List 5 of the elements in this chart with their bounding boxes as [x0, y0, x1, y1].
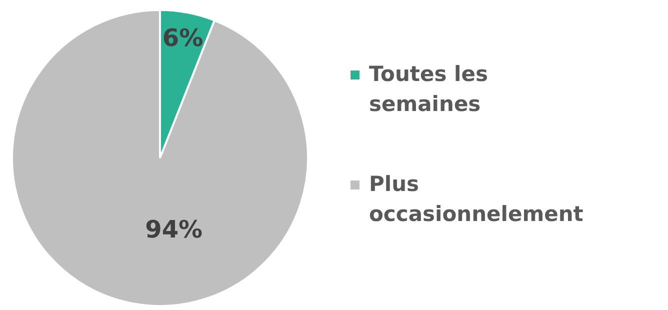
- data-label: 94%: [145, 216, 203, 244]
- data-label: 6%: [162, 24, 204, 52]
- legend-label: Plus occasionnelement: [369, 172, 584, 226]
- legend-label: Toutes les semaines: [369, 62, 488, 116]
- pie-slice: [11, 9, 309, 307]
